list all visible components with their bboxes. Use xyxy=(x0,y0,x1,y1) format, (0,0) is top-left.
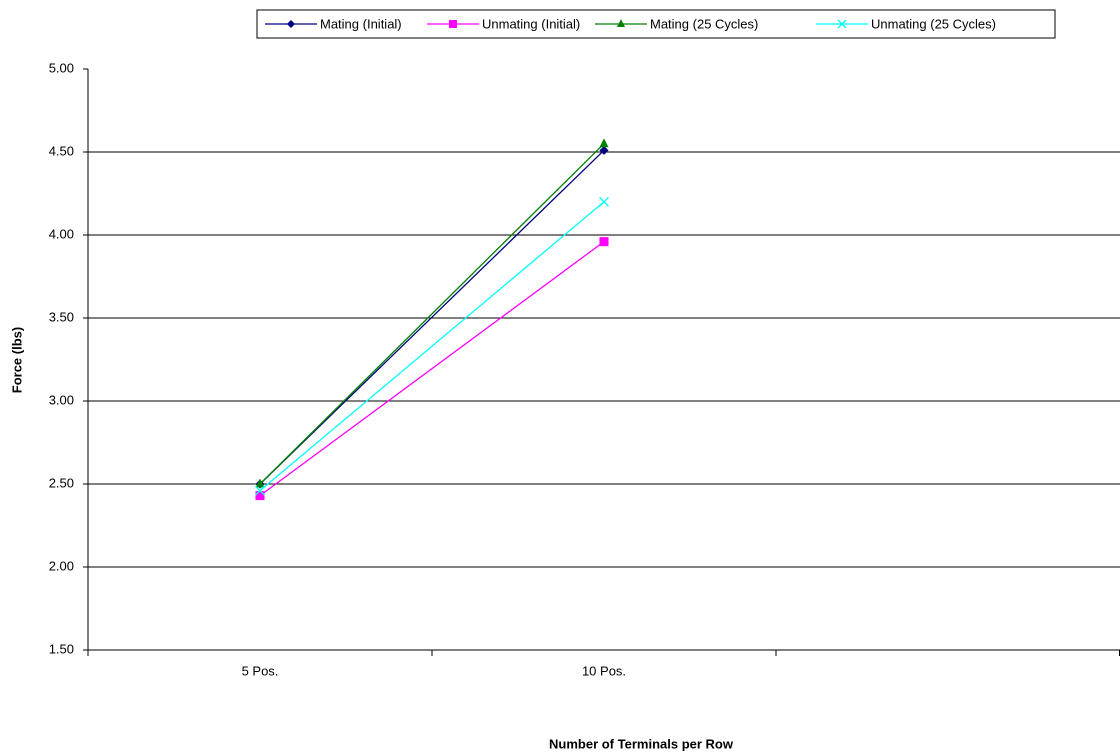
marker xyxy=(599,196,609,207)
x-tick-label: 5 Pos. xyxy=(242,663,279,678)
y-tick-label: 4.00 xyxy=(49,226,74,241)
x-axis-label: Number of Terminals per Row xyxy=(549,736,734,751)
marker xyxy=(287,20,295,28)
marker xyxy=(599,138,609,148)
series-line xyxy=(259,149,605,485)
legend-label: Unmating (Initial) xyxy=(482,16,580,31)
marker xyxy=(255,478,265,488)
marker xyxy=(599,145,609,155)
series-line xyxy=(259,241,605,497)
x-tick-label: 10 Pos. xyxy=(582,663,626,678)
y-tick-label: 5.00 xyxy=(49,60,74,75)
marker xyxy=(255,485,265,496)
y-tick-label: 3.50 xyxy=(49,309,74,324)
marker xyxy=(617,19,625,27)
y-axis-label: Force (lbs) xyxy=(9,327,24,393)
legend-label: Mating (Initial) xyxy=(320,16,402,31)
marker xyxy=(449,20,457,28)
y-tick-label: 2.50 xyxy=(49,475,74,490)
series-line xyxy=(259,143,605,485)
marker xyxy=(255,491,265,501)
legend-label: Mating (25 Cycles) xyxy=(650,16,758,31)
y-tick-label: 1.50 xyxy=(49,641,74,656)
y-tick-label: 4.50 xyxy=(49,143,74,158)
y-tick-label: 3.00 xyxy=(49,392,74,407)
legend-box xyxy=(256,9,1056,39)
marker xyxy=(599,237,609,247)
y-tick-label: 2.00 xyxy=(49,558,74,573)
marker xyxy=(837,19,847,29)
legend-label: Unmating (25 Cycles) xyxy=(871,16,996,31)
series-line xyxy=(259,201,605,492)
